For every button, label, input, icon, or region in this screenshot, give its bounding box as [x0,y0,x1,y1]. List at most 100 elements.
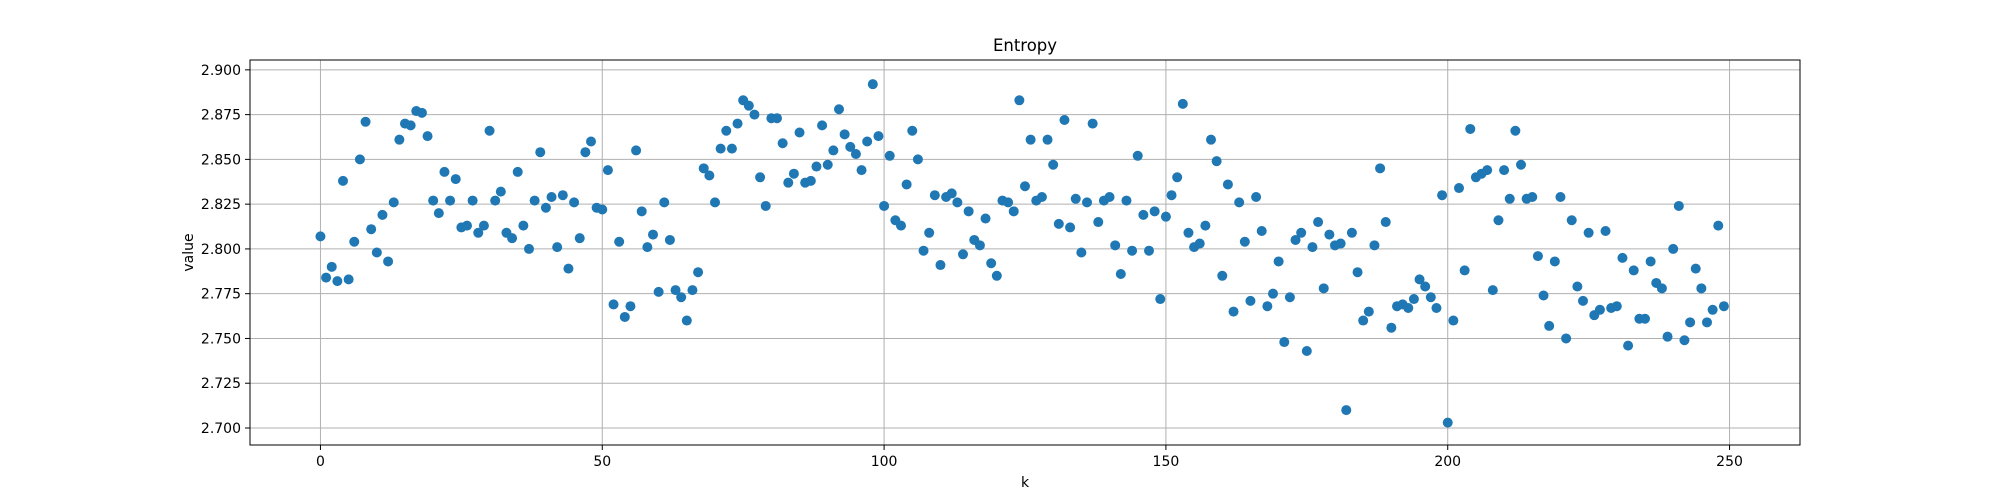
data-point [462,220,472,231]
data-point [850,149,861,160]
data-point [1290,234,1301,245]
data-point [1172,172,1183,183]
plot-frame [249,59,1801,446]
data-point [1668,243,1679,254]
data-point [1555,191,1566,202]
data-point [693,267,704,278]
data-point [1284,292,1295,303]
data-point [1487,285,1498,296]
data-point [1594,304,1605,315]
data-point [1234,197,1245,208]
data-point [743,100,754,111]
data-point [1273,256,1284,267]
data-point [732,118,743,129]
data-point [439,166,450,177]
data-point [1087,118,1098,129]
data-point [349,236,360,247]
data-point [924,227,935,238]
data-point [518,220,529,231]
data-point [1093,217,1104,228]
data-point [901,179,912,190]
data-point [433,208,444,219]
data-point [963,206,974,217]
data-point [1262,301,1273,312]
data-point [1166,190,1177,201]
data-point [529,195,540,206]
data-point [1623,340,1634,351]
data-point [822,159,833,170]
y-axis-ticks: 2.700 2.725 2.750 2.775 2.800 2.825 2.850 2.875… [201,63,250,437]
data-point [1206,134,1216,145]
data-point [1499,165,1510,176]
data-point [619,311,630,322]
data-point [1459,265,1470,276]
data-point [783,177,794,188]
data-point [1324,229,1335,240]
data-point [918,245,929,256]
data-point [879,200,890,211]
data-point [794,127,805,138]
data-point [597,204,608,215]
data-point [1403,303,1414,314]
y-axis-label: value [181,233,197,271]
data-point [1544,320,1555,331]
data-point [1121,195,1132,206]
data-point [1042,134,1053,145]
data-point [1566,215,1577,226]
data-point [676,292,687,303]
data-point [653,286,664,297]
data-point [811,161,822,172]
data-point [1645,256,1656,267]
y-tick-label: 2.800 [201,242,241,258]
data-point [1296,227,1307,238]
data-point [929,190,940,201]
data-point [828,145,839,156]
data-point [1549,256,1560,267]
y-tick-label: 2.750 [201,331,241,347]
data-point [422,131,433,142]
data-point [1155,294,1166,305]
data-point [884,150,895,161]
data-point [490,195,501,206]
data-point [608,299,619,310]
data-point [1070,193,1081,204]
data-point [507,233,518,244]
data-point [1386,322,1397,333]
data-point [772,113,782,124]
data-point [1279,337,1290,348]
data-point [1611,301,1622,312]
data-point [687,285,698,296]
data-point [512,166,523,177]
data-point [980,213,991,224]
data-point [1115,268,1126,279]
data-point [552,242,563,253]
data-point [1003,197,1014,208]
data-point [1465,123,1476,134]
x-tick-label: 0 [316,454,325,470]
data-point [839,129,850,140]
data-point [1313,217,1324,228]
data-point [388,197,399,208]
x-tick-label: 100 [871,454,898,470]
data-point [383,256,394,267]
data-point [862,136,873,147]
data-point [805,175,816,186]
data-point [326,261,337,272]
x-axis-ticks: 0 50 100 150 200 250 [316,445,1743,470]
data-point [1110,240,1121,251]
data-point [946,188,957,199]
data-point [1656,283,1667,294]
data-point [659,197,670,208]
data-point [1268,288,1278,299]
data-point [467,195,478,206]
data-point [450,174,461,185]
data-point [958,249,968,260]
data-point [845,141,856,152]
data-point [648,229,658,240]
y-tick-label: 2.900 [201,63,241,79]
data-point [1617,252,1628,263]
chart-title: Entropy [993,36,1057,55]
data-point [524,243,534,254]
data-point [1482,165,1493,176]
data-point [1239,236,1250,247]
